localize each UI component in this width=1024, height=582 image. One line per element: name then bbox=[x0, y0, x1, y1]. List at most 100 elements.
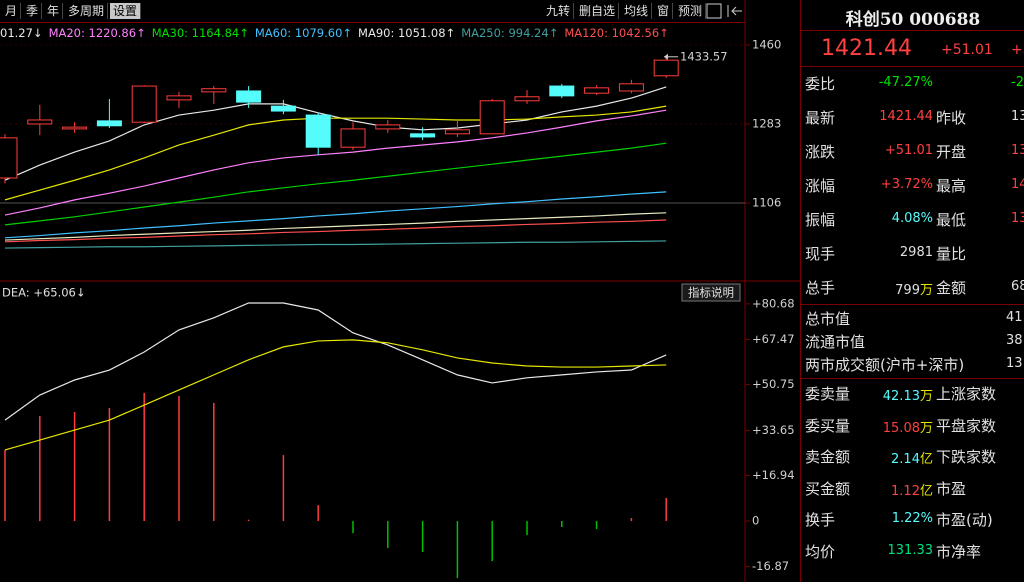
sep bbox=[801, 304, 1024, 305]
y-tick-label: +50.75 bbox=[752, 377, 795, 391]
field-label: 最低 bbox=[936, 211, 967, 229]
candle-body bbox=[340, 128, 366, 148]
field-label: 开盘 bbox=[936, 143, 967, 161]
stock-name: 科创50 000688 bbox=[845, 10, 981, 30]
price: 1421.44 bbox=[821, 36, 912, 61]
value: 799 bbox=[895, 283, 920, 298]
y-tick-label: +67.47 bbox=[752, 332, 795, 346]
value: 42.13 bbox=[882, 389, 920, 404]
candle-body bbox=[131, 85, 157, 123]
field-value: 2981 bbox=[841, 245, 933, 260]
field-label: 昨收 bbox=[936, 109, 967, 127]
ma-legend-item: MA20: 1220.86↑ bbox=[48, 26, 146, 40]
field-value: 13 bbox=[1011, 109, 1024, 124]
ma-legend-item: MA90: 1051.08↑ bbox=[358, 26, 456, 40]
field-label: 下跌家数 bbox=[936, 448, 997, 466]
candle-body bbox=[618, 83, 644, 92]
field-label: 上涨家数 bbox=[936, 385, 997, 403]
candle-body bbox=[62, 126, 88, 130]
field-value: 41 bbox=[1006, 310, 1023, 325]
high-label: 1433.57 bbox=[680, 49, 728, 63]
candle-body bbox=[479, 100, 505, 135]
value: -47.27% bbox=[878, 75, 933, 90]
field-label: 市盈 bbox=[936, 479, 967, 498]
candle-body bbox=[514, 96, 540, 102]
field-value: -47.27% bbox=[841, 75, 933, 90]
field-label: 平盘家数 bbox=[936, 416, 997, 435]
field-label: 最高 bbox=[936, 177, 967, 195]
toolbar-button[interactable]: 年 bbox=[44, 3, 64, 19]
unit: 万 bbox=[919, 283, 933, 298]
sep bbox=[801, 30, 1024, 31]
value: 2981 bbox=[899, 245, 933, 260]
ma-legend-item: MA60: 1079.60↑ bbox=[254, 26, 353, 40]
ma-legend: 01.27↓ MA20: 1220.86↑ MA30: 1164.84↑ MA60: … bbox=[0, 26, 675, 40]
field-label: 委买量 bbox=[805, 416, 851, 435]
value: 1.12 bbox=[891, 483, 920, 499]
value: 1.22% bbox=[891, 511, 933, 526]
field-value: -2 bbox=[1011, 75, 1024, 90]
toolbar-button[interactable]: 窗 bbox=[654, 3, 674, 19]
y-tick-label: 0 bbox=[752, 514, 759, 528]
y-tick-label: 1283 bbox=[752, 116, 781, 130]
toolbar-button[interactable]: 设置 bbox=[110, 3, 142, 19]
field-value: 13 bbox=[1006, 356, 1023, 371]
y-tick-label: 1460 bbox=[752, 37, 781, 51]
y-tick-label: +16.94 bbox=[752, 468, 795, 482]
candle-body bbox=[584, 87, 610, 94]
help-button-label[interactable]: 指标说明 bbox=[688, 286, 734, 300]
field-value: 14 bbox=[1011, 177, 1024, 192]
field-label: 市净率 bbox=[936, 542, 982, 561]
field-label: 换手 bbox=[805, 511, 836, 529]
toolbar-button[interactable]: 九转 bbox=[543, 3, 575, 19]
toolbar-button[interactable]: 季 bbox=[23, 3, 43, 19]
toolbar-button[interactable]: 均线 bbox=[621, 3, 653, 19]
ma-line bbox=[4, 219, 667, 243]
ma-line bbox=[4, 191, 667, 239]
y-tick-label: 1106 bbox=[752, 196, 781, 210]
toolbar-button[interactable]: 预测 bbox=[675, 3, 707, 19]
toolbar-button[interactable]: 多周期 bbox=[65, 3, 109, 19]
candle-body bbox=[549, 85, 575, 97]
unit: 万 bbox=[919, 420, 933, 436]
candle-body bbox=[236, 90, 262, 103]
field-value: 38 bbox=[1006, 333, 1023, 348]
arrow-head bbox=[664, 53, 668, 60]
ma-line bbox=[4, 105, 667, 201]
candle-body bbox=[375, 124, 401, 130]
candle-body bbox=[270, 105, 296, 112]
quote-panel: 科创50 000688 1421.44 +51.01 +3 委比 -47.27% -2 最新 1… bbox=[800, 0, 1024, 582]
field-label: 买金额 bbox=[805, 479, 851, 498]
field-value: +51.01 bbox=[841, 143, 933, 158]
unit: 亿 bbox=[919, 483, 933, 499]
help-button[interactable] bbox=[681, 283, 741, 302]
candle-body bbox=[410, 133, 436, 138]
candle-body bbox=[27, 119, 53, 125]
field-label: 量比 bbox=[936, 245, 967, 263]
field-label: 涨跌 bbox=[805, 143, 836, 161]
window-icon[interactable] bbox=[706, 3, 722, 19]
field-value: 1421.44 bbox=[841, 109, 933, 124]
field-label: 委卖量 bbox=[805, 385, 851, 403]
macd-legend: DEA: +65.06↓ bbox=[2, 286, 86, 300]
candle-body bbox=[305, 114, 331, 148]
toolbar-button[interactable]: 删自选 bbox=[576, 3, 620, 19]
field-value: 42.13万 bbox=[841, 385, 933, 404]
toolbar: 月季年多周期 设置 九转 删自选 均线窗预测 bbox=[0, 0, 745, 23]
field-label: 均价 bbox=[805, 542, 836, 561]
field-label: 两市成交额(沪市+深市) bbox=[805, 356, 965, 374]
value: 2.14 bbox=[891, 452, 920, 467]
field-value: 2.14亿 bbox=[841, 448, 933, 467]
y-tick-label: +80.68 bbox=[752, 296, 795, 310]
collapse-icon[interactable] bbox=[727, 5, 742, 17]
candle-body bbox=[653, 59, 679, 77]
field-label: 总市值 bbox=[805, 310, 851, 328]
dif-line bbox=[4, 302, 667, 421]
candle-body bbox=[166, 95, 192, 101]
ma-line bbox=[4, 109, 667, 216]
candle-body bbox=[96, 120, 122, 127]
toolbar-button[interactable]: 月 bbox=[2, 3, 22, 19]
field-value: 4.08% bbox=[841, 211, 933, 226]
change: +51.01 bbox=[941, 42, 993, 58]
